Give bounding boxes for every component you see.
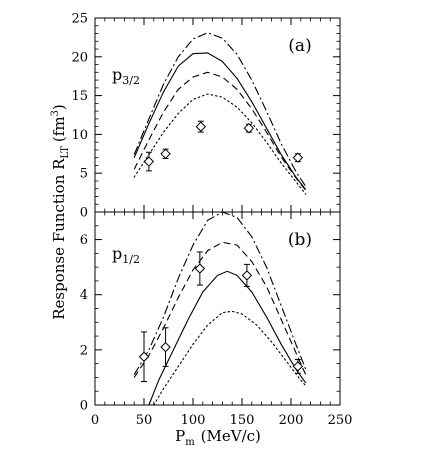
state-subscript: 3/2 (122, 74, 140, 87)
curve-dash-dot (133, 211, 307, 375)
x-tick-label: 100 (181, 413, 206, 428)
y-tick-label: 5 (80, 167, 88, 182)
curve-dashed (133, 71, 307, 191)
x-tick-label: 200 (279, 413, 304, 428)
data-point (194, 263, 206, 274)
y-tick-label: 15 (71, 89, 88, 104)
panel-a: 0 5 10 15 20 25 (a) p3/2 (71, 12, 341, 221)
y-tick-label: 2 (80, 343, 88, 358)
data-point (143, 156, 155, 167)
data-point (292, 152, 304, 163)
panel-label: (b) (288, 230, 312, 250)
curve-dash-dot (133, 32, 307, 187)
y-tick-label: 4 (80, 288, 88, 303)
y-tick-label: 10 (71, 128, 88, 143)
curve-dotted (133, 93, 307, 195)
state-label: p1/2 (112, 244, 140, 266)
x-tick-label: 250 (328, 413, 353, 428)
data-point (195, 121, 207, 132)
data-point (292, 361, 304, 372)
x-tick-label: 150 (230, 413, 255, 428)
state-label: p3/2 (112, 65, 140, 87)
y-tick-label: 0 (80, 399, 88, 414)
curve-solid (133, 52, 307, 190)
curve-solid (148, 270, 307, 406)
data-point (241, 270, 253, 281)
y-tick-label: 6 (80, 233, 88, 248)
x-tick-label: 0 (91, 413, 99, 428)
x-tick-label: 50 (136, 413, 153, 428)
y-tick-label: 0 (80, 206, 88, 221)
y-tick-label: 25 (71, 12, 88, 27)
data-point (160, 148, 171, 160)
data-point (160, 341, 171, 353)
curve-dashed (133, 241, 307, 378)
state-letter: p (112, 65, 122, 84)
panel-label: (a) (288, 36, 311, 56)
curve-dotted (153, 310, 307, 406)
state-subscript: 1/2 (122, 253, 140, 266)
data-point (138, 351, 150, 362)
y-tick-label: 20 (71, 50, 88, 65)
panel-b: 0 2 4 6 (b) p1/2 0 50 100 150 200 250 (80, 211, 353, 428)
data-point (243, 122, 255, 134)
state-letter: p (112, 244, 122, 263)
y-axis-title: Response Function RLT(fm3) (50, 104, 71, 320)
x-axis-title: Pm (MeV/c) (175, 427, 261, 448)
